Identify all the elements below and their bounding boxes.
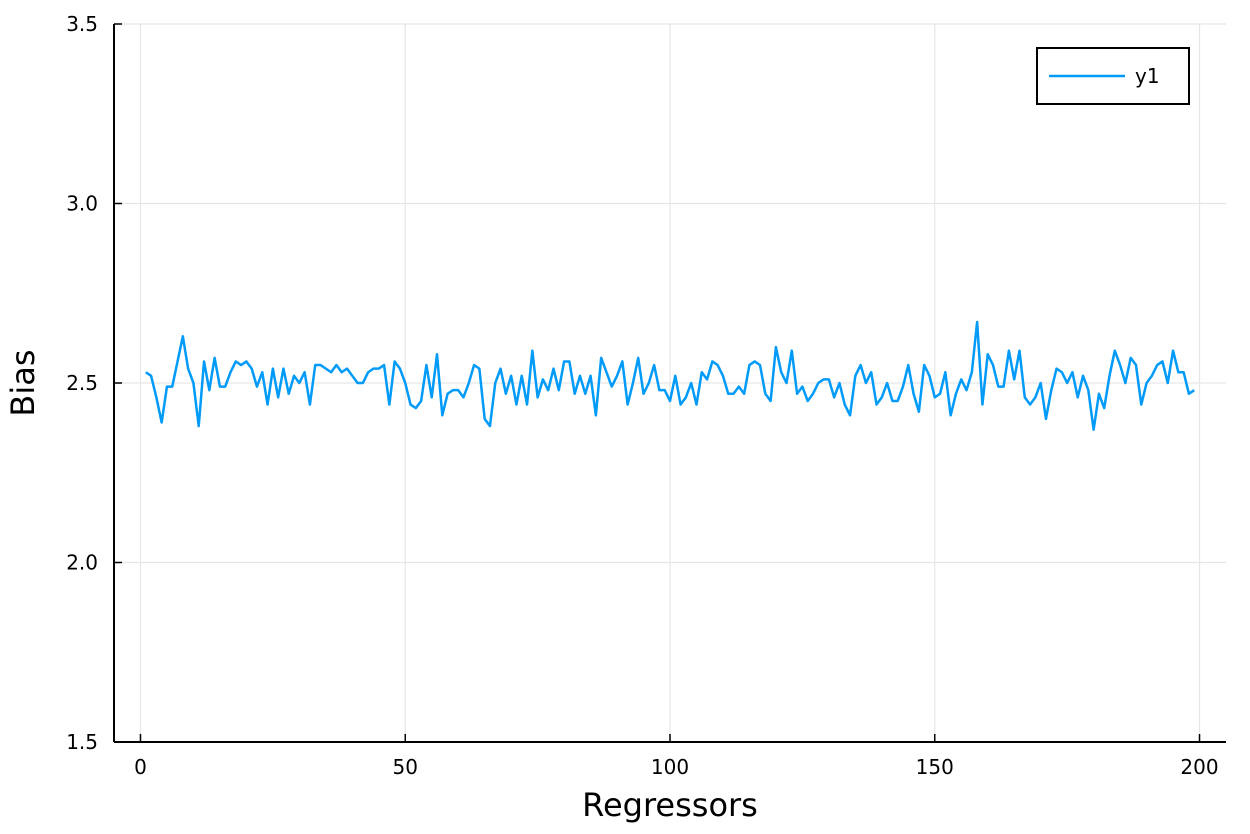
legend-label-y1: y1: [1135, 64, 1160, 88]
x-axis-title: Regressors: [582, 786, 758, 824]
x-tick-label-3: 150: [916, 755, 954, 779]
y-tick-label-3: 3.0: [66, 192, 98, 216]
series-layer: [145, 320, 1195, 431]
x-tick-label-4: 200: [1180, 755, 1218, 779]
ticks: 0 50 100 150 200 1.5 2.0 2.5 3.0 3.5: [66, 12, 1218, 779]
y-tick-label-2: 2.5: [66, 371, 98, 395]
y-tick-label-1: 2.0: [66, 551, 98, 575]
y-tick-label-0: 1.5: [66, 730, 98, 754]
x-tick-label-1: 50: [393, 755, 418, 779]
series-line-y1: [145, 320, 1195, 431]
x-tick-label-0: 0: [134, 755, 147, 779]
y-tick-label-4: 3.5: [66, 12, 98, 36]
y-axis-title: Bias: [4, 349, 42, 416]
x-tick-label-2: 100: [651, 755, 689, 779]
legend: y1: [1036, 47, 1190, 105]
